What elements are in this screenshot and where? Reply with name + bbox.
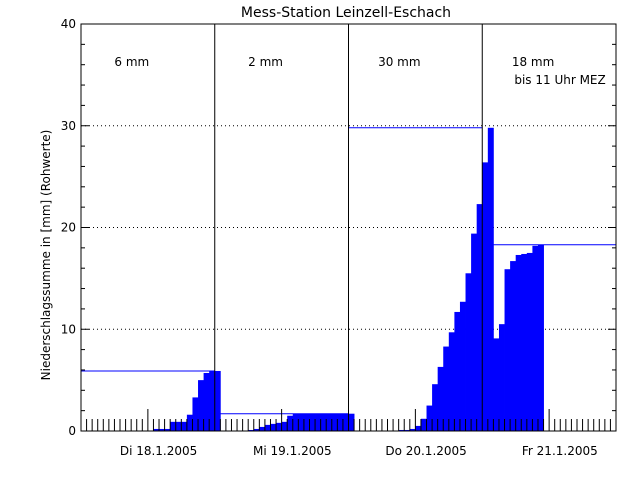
bar	[537, 244, 544, 431]
bar	[270, 423, 277, 431]
bar	[515, 254, 522, 431]
bar	[471, 233, 478, 431]
bar	[521, 253, 528, 431]
x-day-label: Mi 19.1.2005	[253, 444, 332, 458]
bar	[454, 311, 461, 431]
day-total-label: 2 mm	[248, 55, 283, 69]
bar	[437, 366, 444, 431]
bar	[337, 413, 344, 431]
bar	[331, 413, 338, 431]
bar	[493, 338, 500, 431]
chart-title: Mess-Station Leinzell-Eschach	[241, 5, 451, 21]
bar	[214, 370, 221, 431]
bar	[315, 413, 322, 431]
bar	[320, 413, 327, 431]
bar	[476, 204, 483, 431]
day-total-label: 18 mm	[512, 55, 554, 69]
bar	[181, 421, 188, 431]
bar	[253, 428, 260, 431]
bar	[448, 332, 455, 431]
bar	[482, 162, 489, 431]
bar	[465, 273, 472, 431]
bar	[153, 428, 160, 431]
bar	[342, 413, 349, 431]
y-tick-label: 10	[61, 322, 76, 336]
bar	[532, 245, 539, 431]
bar	[426, 405, 433, 431]
bars	[153, 127, 544, 432]
bar	[276, 422, 283, 431]
day-total-label: 6 mm	[114, 55, 149, 69]
y-ticks: 0 10 20 30 40	[61, 17, 616, 438]
bar	[298, 413, 305, 431]
y-tick-label: 40	[61, 17, 76, 31]
bar	[170, 421, 177, 431]
bar	[482, 404, 489, 431]
bar	[192, 397, 199, 431]
bar	[175, 421, 182, 431]
bar	[348, 413, 355, 431]
bar	[398, 429, 405, 431]
bar	[248, 429, 255, 431]
y-tick-label: 30	[61, 119, 76, 133]
bar	[459, 301, 466, 431]
bar	[292, 413, 299, 431]
bar	[203, 373, 210, 431]
bar	[159, 428, 165, 431]
x-day-label: Do 20.1.2005	[385, 444, 466, 458]
bar	[326, 413, 333, 431]
day-total-label: 30 mm	[378, 55, 420, 69]
day-labels: 6 mm Di 18.1.2005 2 mm Mi 19.1.2005 30 mm Do …	[114, 55, 605, 458]
x-day-label: Di 18.1.2005	[120, 444, 197, 458]
bar	[164, 428, 171, 431]
bar	[259, 426, 266, 431]
bar	[487, 366, 494, 431]
x-day-label: Fr 21.1.2005	[522, 444, 598, 458]
bar	[281, 421, 288, 431]
bar	[409, 428, 416, 431]
bar	[264, 424, 271, 431]
y-tick-label: 20	[61, 221, 76, 235]
bar	[287, 415, 294, 431]
bar	[432, 384, 439, 431]
bar	[504, 269, 511, 431]
bar	[420, 418, 427, 431]
y-tick-label: 0	[68, 424, 76, 438]
day-note: bis 11 Uhr MEZ	[514, 73, 605, 87]
bar	[526, 252, 533, 431]
bar	[498, 324, 505, 431]
y-axis-label: Niederschlagssumme in [mm] (Rohwerte)	[39, 130, 53, 381]
bar	[415, 425, 422, 431]
bar	[186, 414, 193, 431]
bar	[487, 127, 494, 431]
x-ticks	[86, 409, 611, 431]
day-dividers	[214, 24, 483, 431]
bar	[198, 380, 204, 432]
bar	[309, 413, 316, 431]
bar	[404, 429, 411, 431]
bar	[209, 370, 216, 431]
bar	[510, 261, 517, 431]
bar	[303, 413, 310, 431]
bar	[443, 346, 450, 431]
